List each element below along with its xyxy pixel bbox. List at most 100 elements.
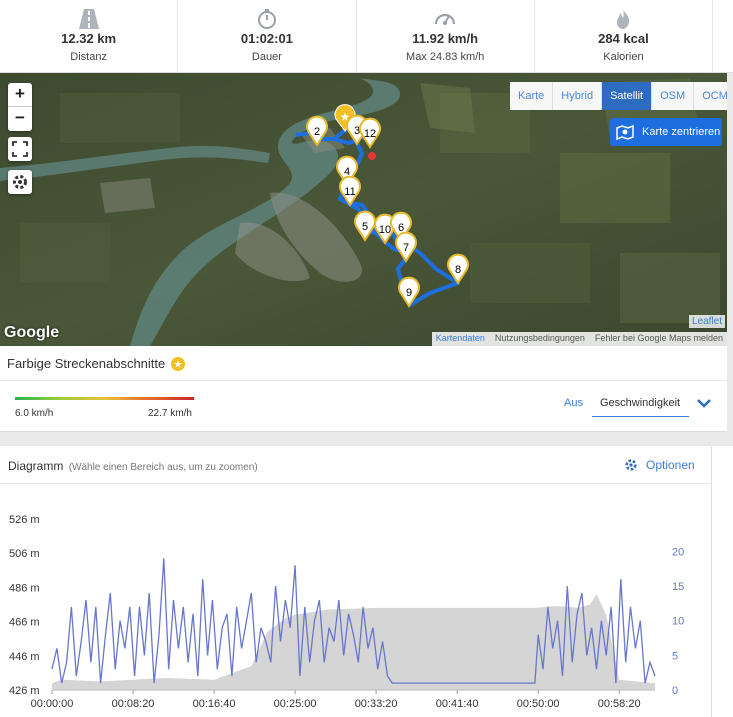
segments-divider [0,380,727,381]
y-left-tick-label: 426 m [9,685,40,697]
y-left-tick-label: 446 m [9,651,40,663]
route-map[interactable]: 2 ★ 3 12 4 11 5 10 6 7 8 9 + − Karte Hyb… [0,73,727,346]
diagram-subtitle: (Wähle einen Bereich aus, um zu zoomen) [68,462,258,473]
diagram-options-button[interactable]: Optionen [624,458,695,472]
stat-speed-label: Max 24.83 km/h [406,51,485,63]
stat-distance: 12.32 km Distanz [0,0,179,73]
stat-calories: 284 kcal Kalorien [535,0,714,73]
layer-hybrid-button[interactable]: Hybrid [553,82,603,110]
speedometer-icon [435,13,456,25]
segments-title-text: Farbige Streckenabschnitte [7,356,166,371]
marker-9[interactable]: 9 [398,276,420,308]
zoom-in-button[interactable]: + [8,83,32,107]
diagram-panel: Diagramm (Wähle einen Bereich aus, um zu… [0,446,711,717]
marker-4[interactable]: 4 [336,155,358,187]
diagram-title: Diagramm (Wähle einen Bereich aus, um zu… [8,459,258,473]
map-settings-button[interactable] [8,170,32,194]
layer-ocm-button[interactable]: OCM [694,82,727,110]
y-left-tick-label: 506 m [9,548,40,560]
stat-distance-value: 12.32 km [61,31,117,46]
x-tick-label: 00:16:40 [193,698,236,710]
center-map-button[interactable]: Karte zentrieren [610,118,722,146]
stat-speed: 11.92 km/h Max 24.83 km/h [357,0,535,73]
stat-calories-value: 284 kcal [598,31,649,46]
marker-7[interactable]: 7 [395,231,417,263]
layer-switcher: Karte Hybrid Satellit OSM OCM [510,82,727,110]
flame-icon [617,9,630,29]
marker-11[interactable]: 11 [339,175,361,207]
stopwatch-icon [257,9,276,29]
svg-text:2: 2 [314,126,320,138]
fullscreen-icon [12,141,28,157]
road-icon [78,9,99,29]
stat-distance-label: Distanz [70,51,107,63]
x-tick-label: 00:58:20 [598,698,641,710]
diagram-options-label: Optionen [646,458,695,472]
y-right-tick-label: 20 [672,546,684,558]
scale-max-label: 22.7 km/h [148,408,192,419]
star-badge-icon: ★ [171,356,186,371]
zoom-control: + − [8,83,32,131]
x-tick-label: 00:08:20 [112,698,155,710]
marker-2[interactable]: 2 [306,115,328,147]
svg-text:6: 6 [398,222,404,234]
diagram-title-text: Diagramm [8,459,64,473]
gear-icon [13,175,27,189]
stat-speed-value: 11.92 km/h [412,31,479,46]
leaflet-link[interactable]: Leaflet [688,315,725,328]
y-left-tick-label: 466 m [9,617,40,629]
svg-text:7: 7 [403,242,409,254]
svg-text:5: 5 [362,221,368,233]
svg-text:★: ★ [174,359,183,370]
x-tick-label: 00:41:40 [436,698,479,710]
report-error-link[interactable]: Fehler bei Google Maps melden [594,333,723,343]
speed-color-scale [15,397,194,400]
stat-calories-label: Kalorien [603,51,644,63]
y-left-tick-label: 486 m [9,582,40,594]
y-right-tick-label: 5 [672,650,678,662]
chevron-down-icon[interactable] [696,397,712,409]
stat-duration: 01:02:01 Dauer [178,0,357,73]
x-tick-label: 00:50:00 [517,698,560,710]
layer-karte-button[interactable]: Karte [510,82,554,110]
diagram-divider [0,483,711,484]
layer-osm-button[interactable]: OSM [652,82,695,110]
route-markers: 2 ★ 3 12 4 11 5 10 6 7 8 9 [306,104,469,308]
zoom-out-button[interactable]: − [15,108,25,127]
svg-text:10: 10 [379,224,391,236]
segments-title: Farbige Streckenabschnitte ★ [7,356,186,371]
map-attribution: Kartendaten Nutzungsbedingungen Fehler b… [431,332,727,346]
svg-text:11: 11 [344,186,355,198]
svg-text:9: 9 [406,287,412,299]
x-tick-label: 00:25:00 [274,698,317,710]
y-left-tick-label: 526 m [9,514,40,526]
svg-text:★: ★ [340,110,351,124]
stat-extra [713,0,733,73]
marker-5[interactable]: 5 [354,210,376,242]
layer-satellit-button[interactable]: Satellit [602,82,653,110]
gear-icon [625,459,637,471]
elevation-area [52,594,655,690]
colored-segments-panel: Farbige Streckenabschnitte ★ 6.0 km/h 22… [0,346,727,432]
marker-6[interactable]: 6 [390,211,412,243]
marker-12[interactable]: 12 [359,117,381,149]
stats-bar: 12.32 km Distanz 01:02:01 Dauer 11.92 km… [0,0,733,73]
svg-text:8: 8 [455,264,461,276]
map-data-link[interactable]: Kartendaten [435,333,485,343]
svg-text:12: 12 [364,128,376,140]
stat-duration-label: Dauer [251,51,282,63]
terms-link[interactable]: Nutzungsbedingungen [494,333,585,343]
segments-off-button[interactable]: Aus [564,397,583,409]
side-strip [711,446,733,717]
google-logo: Google [4,324,60,341]
marker-8[interactable]: 8 [447,253,469,285]
elevation-speed-chart[interactable]: 426 m 446 m 466 m 486 m 506 m 526 m 0 5 10 15 20 00… [0,484,711,717]
y-right-tick-label: 10 [672,616,684,628]
svg-text:4: 4 [344,166,350,178]
y-right-tick-label: 0 [672,685,678,697]
segments-metric-select[interactable]: Geschwindigkeit [592,391,689,417]
scale-min-label: 6.0 km/h [15,408,54,419]
map-center-icon [616,124,634,140]
speed-line [51,558,656,684]
fullscreen-button[interactable] [8,137,32,161]
